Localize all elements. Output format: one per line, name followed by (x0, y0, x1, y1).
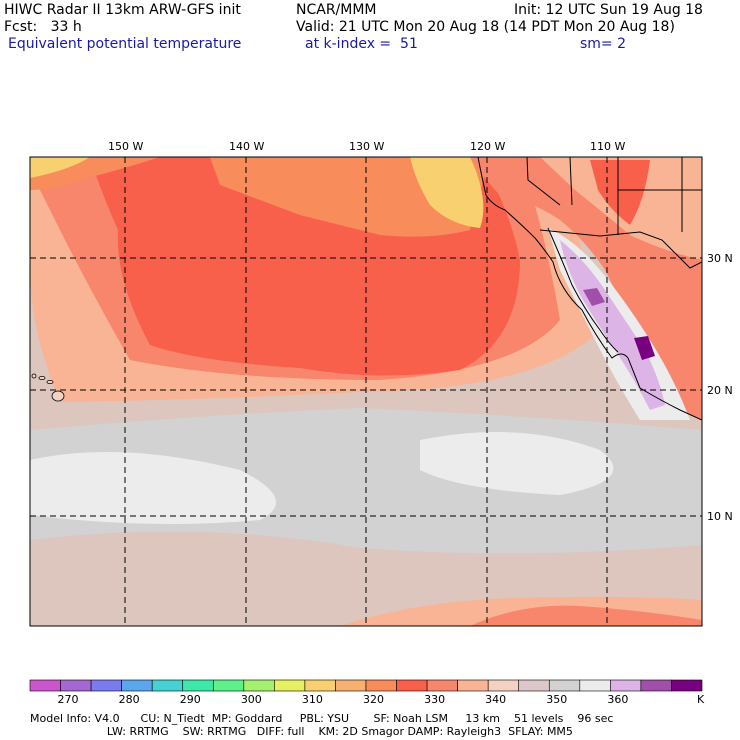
yellow-patch (410, 157, 484, 228)
legend-tick-label: 320 (363, 693, 384, 706)
legend-swatch-9 (304, 679, 336, 692)
legend-swatch-7 (243, 679, 275, 692)
legend-swatch-1 (60, 679, 92, 692)
lon-label-110w: 110 W (590, 140, 625, 153)
legend-swatch-20 (640, 679, 672, 692)
legend-swatch-18 (579, 679, 611, 692)
legend-swatch-3 (121, 679, 153, 692)
legend-tick-label: 310 (301, 693, 323, 706)
organization-label: NCAR/MMM (296, 2, 377, 18)
legend-swatch-8 (274, 679, 306, 692)
legend-swatch-21 (671, 679, 703, 692)
valid-time: Valid: 21 UTC Mon 20 Aug 18 (14 PDT Mon … (296, 19, 675, 35)
state-border-1 (526, 157, 561, 206)
legend-unit: K (697, 693, 705, 706)
white-patch-mid (420, 432, 614, 495)
forecast-hour: Fcst: 33 h (4, 19, 82, 35)
field-name: Equivalent potential temperature (8, 36, 242, 52)
legend-color-bar (29, 679, 703, 692)
model-title: HIWC Radar II 13km ARW-GFS init (4, 2, 241, 18)
legend-tick-label: 280 (118, 693, 140, 706)
hawaii-islands (31, 373, 65, 402)
gulf-purple-2 (634, 336, 655, 360)
legend-swatch-17 (548, 679, 581, 692)
lat-label-20n: 20 N (707, 384, 733, 397)
lon-label-140w: 140 W (229, 140, 264, 153)
legend-tick-label: 360 (607, 693, 629, 706)
legend-swatch-4 (151, 679, 184, 692)
legend-tick-label: 290 (179, 693, 201, 706)
lat-label-30n: 30 N (707, 252, 733, 265)
graticule (30, 157, 702, 626)
white-patch-south (30, 452, 276, 524)
lon-label-130w: 130 W (349, 140, 384, 153)
lon-label-120w: 120 W (470, 140, 505, 153)
legend-tick-label: 270 (57, 693, 79, 706)
legend-swatch-15 (487, 679, 520, 692)
legend-tick-label: 300 (240, 693, 262, 706)
land-desert-orange (590, 160, 650, 225)
yellow-patch-west (30, 157, 90, 178)
legend-swatch-16 (518, 679, 550, 692)
legend-swatch-5 (182, 679, 214, 692)
legend-swatch-14 (457, 679, 489, 692)
legend-swatch-2 (90, 679, 122, 692)
model-info-line1: Model Info: V4.0 CU: N_Tiedt MP: Goddard… (30, 712, 614, 725)
legend-swatch-13 (426, 679, 458, 692)
model-info-line2: LW: RRTMG SW: RRTMG DIFF: full KM: 2D Sm… (30, 725, 573, 738)
level-label: at k-index = 51 (305, 36, 418, 52)
baja-lavender (560, 240, 665, 410)
legend-swatch-6 (212, 679, 245, 692)
legend-tick-label: 330 (424, 693, 446, 706)
legend-swatch-10 (335, 679, 367, 692)
legend-swatch-19 (610, 679, 642, 692)
us-mexico-border (539, 229, 702, 269)
coastline (477, 157, 702, 421)
lat-label-10n: 10 N (707, 510, 733, 523)
state-border-2 (569, 157, 573, 206)
lon-label-150w: 150 W (108, 140, 143, 153)
legend-swatch-12 (396, 679, 428, 692)
legend-tick-label: 350 (546, 693, 568, 706)
gulf-purple-1 (583, 288, 605, 306)
legend-swatch-11 (365, 679, 397, 692)
legend-swatch-0 (29, 679, 61, 692)
init-time: Init: 12 UTC Sun 19 Aug 18 (514, 2, 703, 18)
smoothing-label: sm= 2 (580, 36, 627, 52)
legend-tick-label: 340 (485, 693, 507, 706)
red-band-south (470, 605, 702, 626)
